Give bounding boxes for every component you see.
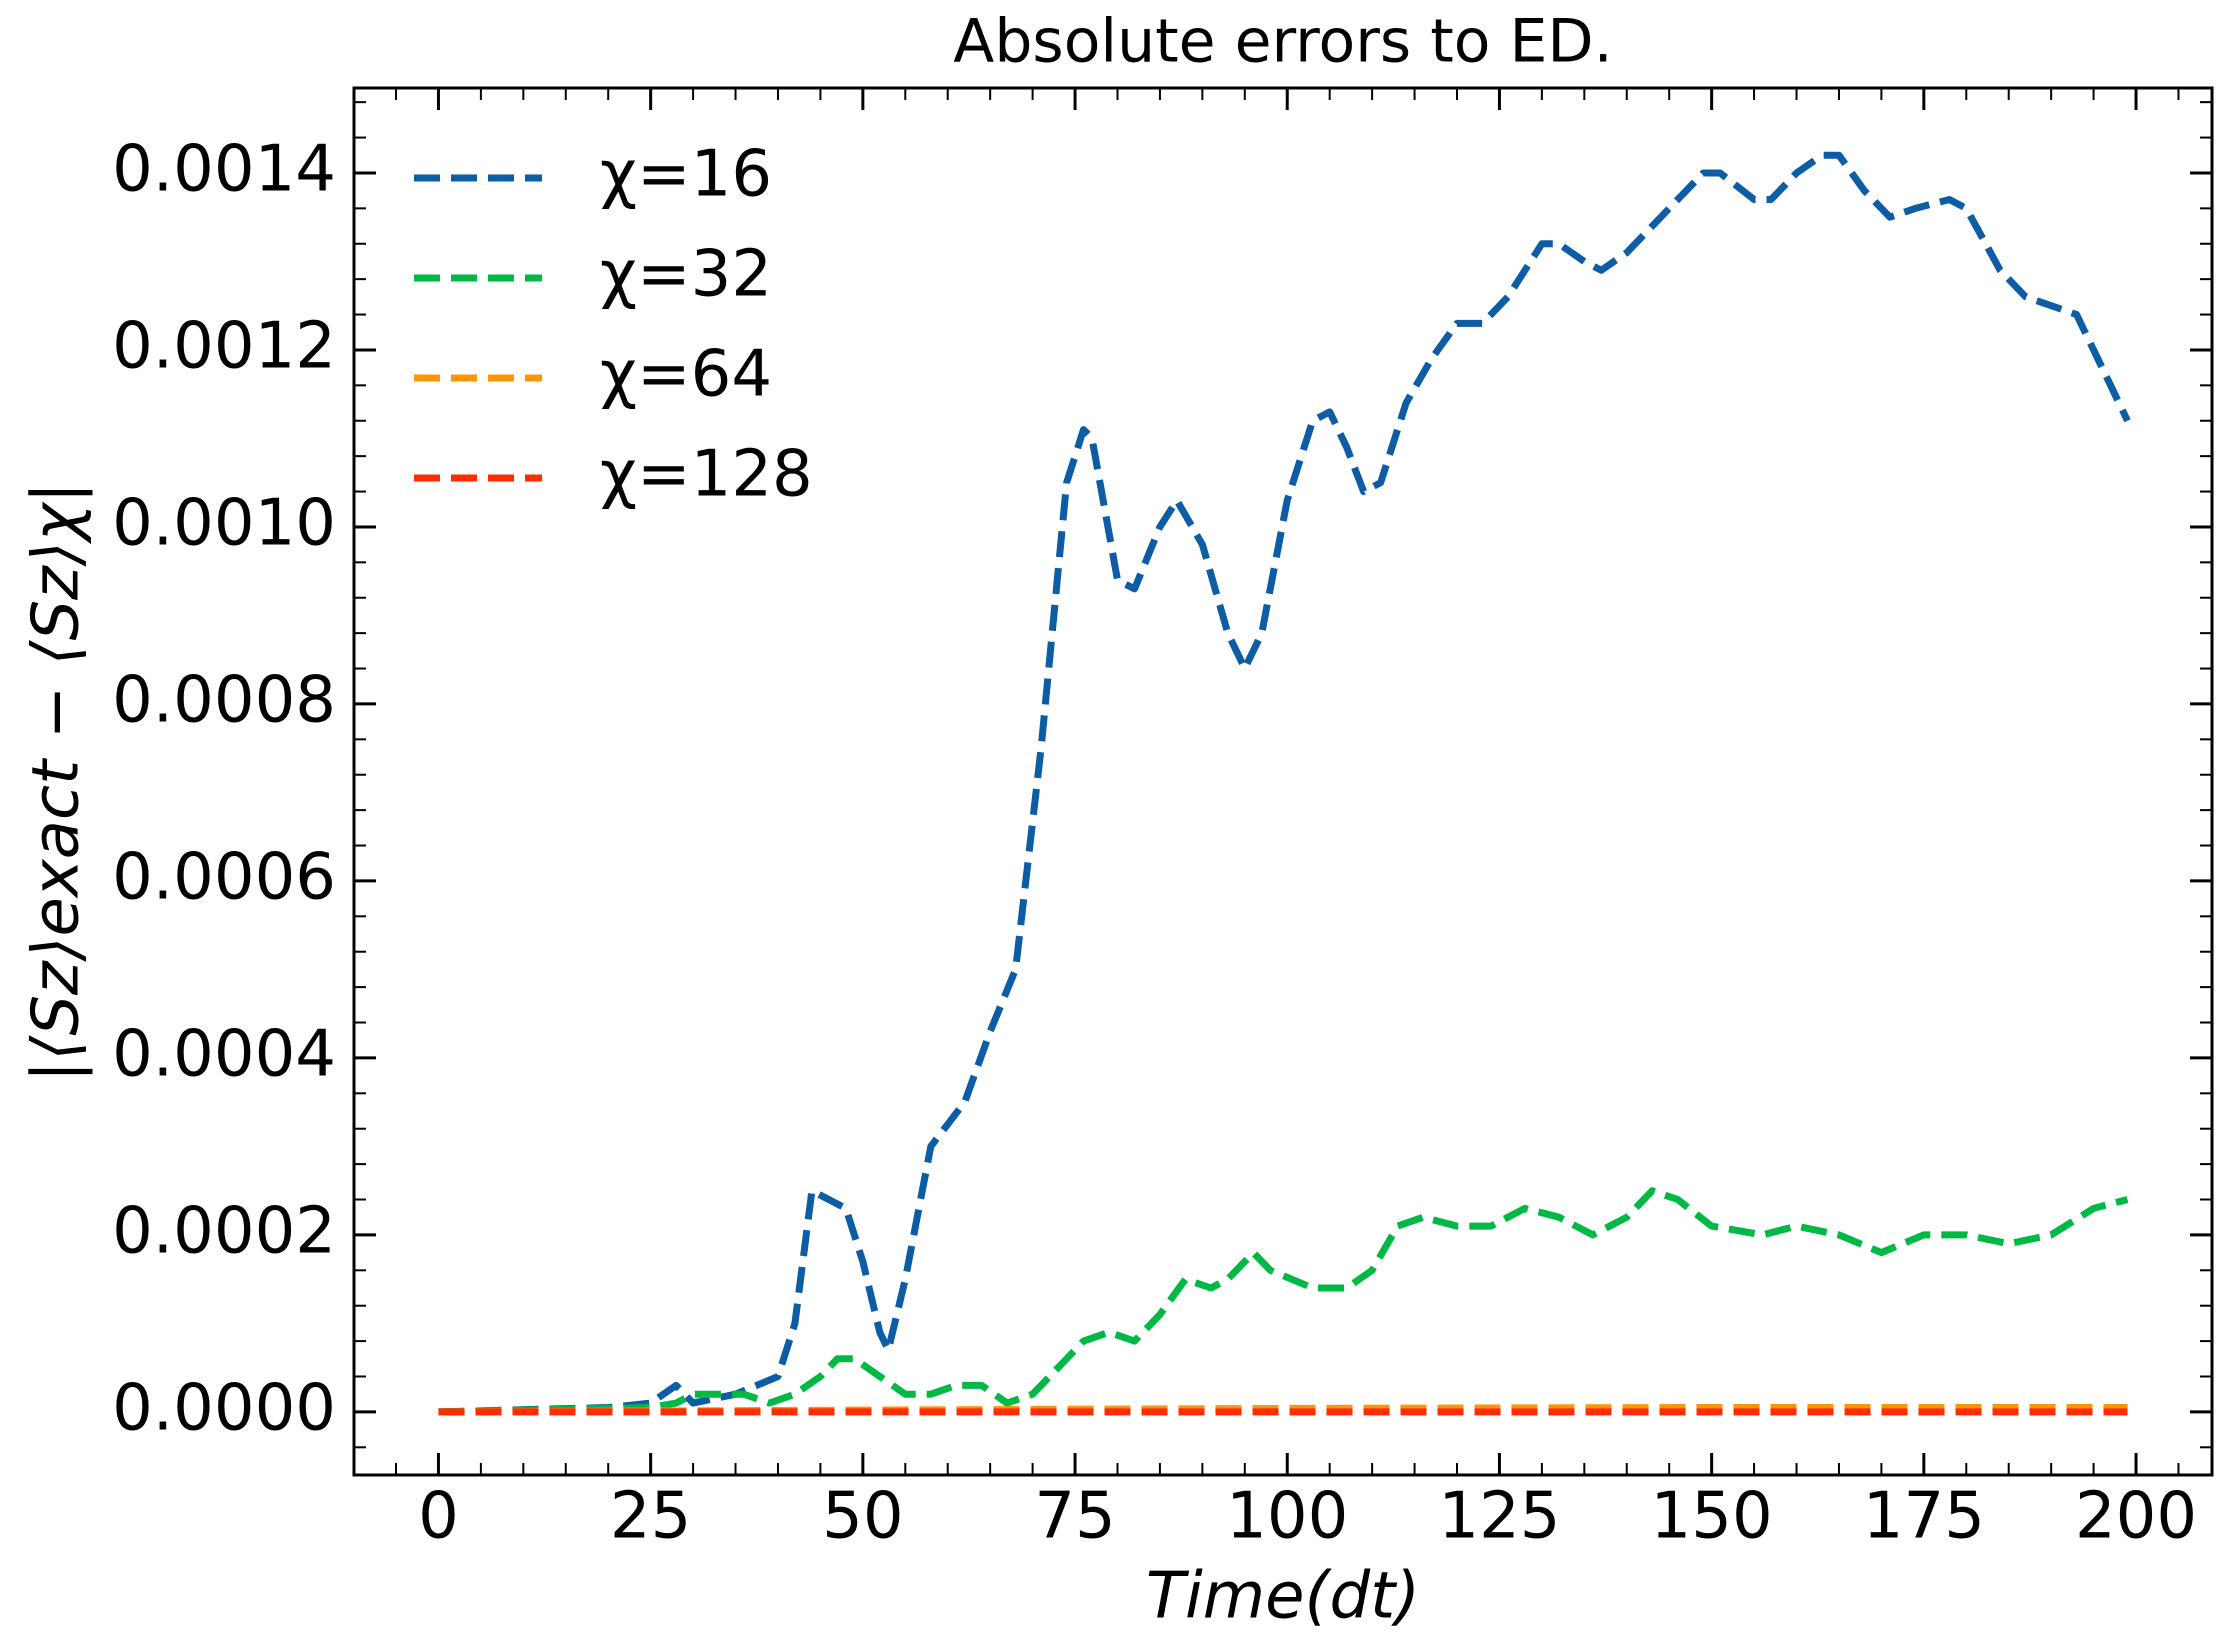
series-line (438, 151, 2131, 1416)
plot-frame (352, 86, 2214, 1477)
x-tick-label: 175 (1863, 1480, 1985, 1554)
y-tick-label: 0.0008 (112, 664, 336, 738)
x-tick-label: 150 (1651, 1480, 1773, 1554)
legend-label: χ=64 (600, 338, 772, 412)
y-tick-label: 0.0004 (112, 1017, 336, 1091)
y-tick-label: 0.0002 (112, 1194, 336, 1268)
x-tick-label: 200 (2075, 1480, 2197, 1554)
chart-title: Absolute errors to ED. (953, 7, 1612, 77)
series-line (438, 1404, 2128, 1416)
legend-label: χ=32 (600, 238, 772, 312)
y-tick-label: 0.0000 (112, 1371, 336, 1445)
x-tick-label: 50 (822, 1480, 903, 1554)
x-tick-label: 25 (610, 1480, 691, 1554)
x-tick-label: 0 (418, 1480, 459, 1554)
series-line (438, 1187, 2129, 1416)
y-tick-label: 0.0006 (112, 841, 336, 915)
x-tick-label: 100 (1226, 1480, 1348, 1554)
y-tick-label: 0.0014 (112, 133, 336, 207)
legend-label: χ=128 (600, 438, 813, 512)
x-axis-label: Time(dt) (1146, 1560, 1420, 1634)
legend-label: χ=16 (600, 138, 772, 212)
y-axis-label: |⟨Sz⟩exact − ⟨Sz⟩χ| (20, 482, 94, 1082)
x-tick-label: 75 (1034, 1480, 1115, 1554)
y-tick-label: 0.0012 (112, 310, 336, 384)
x-tick-label: 125 (1438, 1480, 1560, 1554)
y-tick-label: 0.0010 (112, 487, 336, 561)
